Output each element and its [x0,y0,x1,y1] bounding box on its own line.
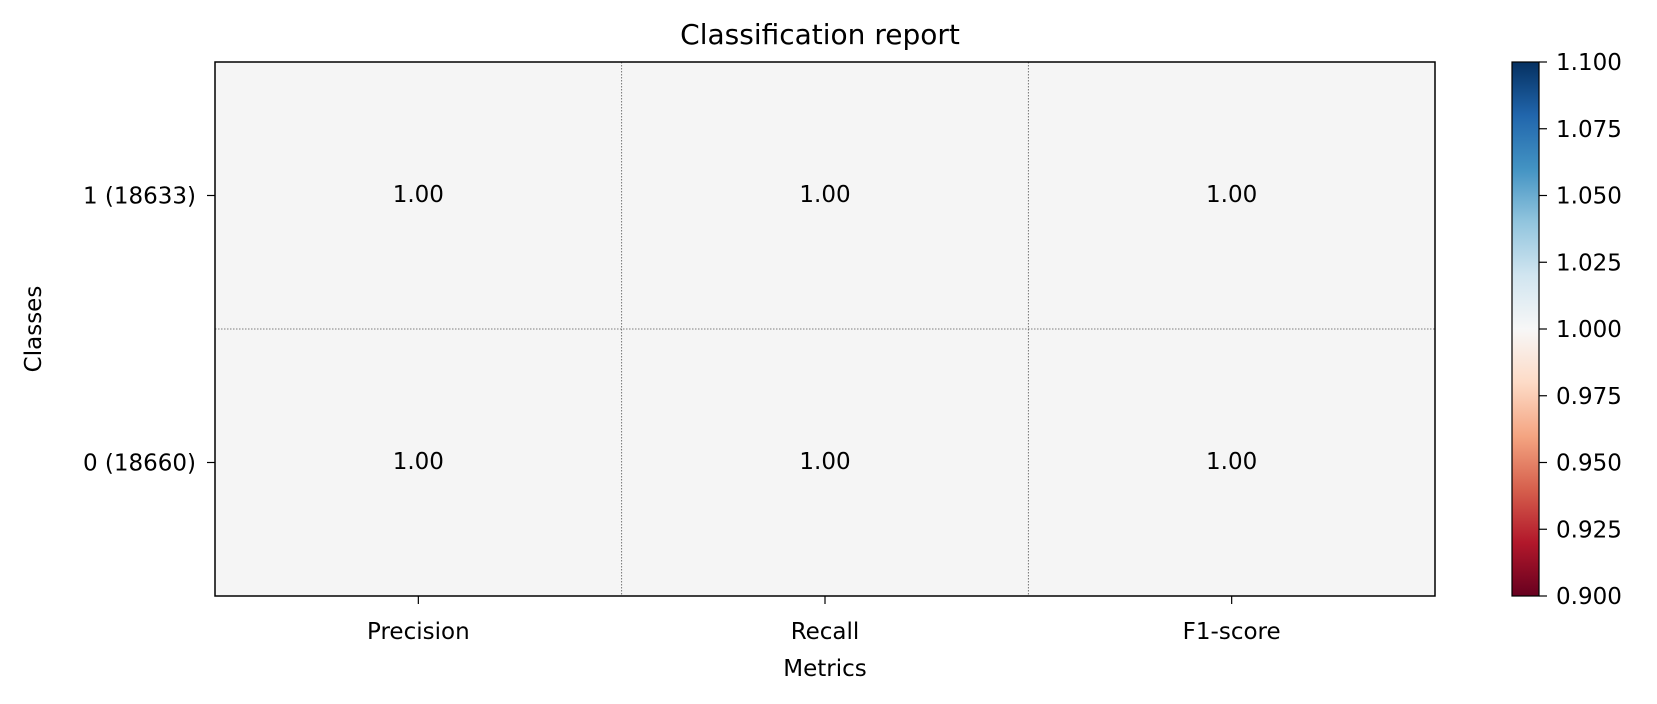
cell-value-label: 1.00 [799,182,850,208]
y-axis-ticks: 1 (18633) 0 (18660) [83,184,215,477]
cell-value-label: 1.00 [393,182,444,208]
x-tick-label: F1-score [1183,619,1281,645]
colorbar-tick-label: 0.900 [1556,584,1622,610]
heatmap-cell [215,329,622,596]
cell-value-label: 1.00 [393,449,444,475]
colorbar-tick-label: 1.075 [1556,117,1622,143]
colorbar-tick-label: 1.050 [1556,184,1622,210]
colorbar-tick-label: 1.000 [1556,317,1622,343]
heatmap-cell [621,62,1029,329]
x-axis-ticks: Precision Recall F1-score [367,596,1281,645]
x-tick-label: Precision [367,619,470,645]
colorbar-tick-label: 0.975 [1556,384,1622,410]
heatmap-cells [215,62,1435,596]
colorbar-tick-label: 1.025 [1556,250,1622,276]
cell-value-label: 1.00 [1206,449,1257,475]
colorbar-tick-label: 1.100 [1556,50,1622,76]
chart-title: Classification report [680,18,960,51]
cell-value-label: 1.00 [1206,182,1257,208]
colorbar-tick-label: 0.925 [1556,517,1622,543]
heatmap-cell [1028,329,1435,596]
y-axis-label: Classes [21,286,47,373]
heatmap-gridlines [215,62,1435,596]
heatmap-cell-labels: 1.00 1.00 1.00 1.00 1.00 1.00 [393,182,1258,475]
y-tick-label: 1 (18633) [83,184,196,210]
x-tick-label: Recall [791,619,860,645]
y-tick-label: 0 (18660) [83,451,196,477]
colorbar-ticks: 0.900 0.925 0.950 0.975 1.000 1.025 1.050 1.075… [1539,50,1622,610]
heatmap-cell [1028,62,1435,329]
heatmap-cell [621,329,1029,596]
cell-value-label: 1.00 [799,449,850,475]
colorbar-tick-label: 0.950 [1556,451,1622,477]
x-axis-label: Metrics [783,656,867,682]
heatmap-cell [215,62,622,329]
colorbar [1511,61,1540,597]
